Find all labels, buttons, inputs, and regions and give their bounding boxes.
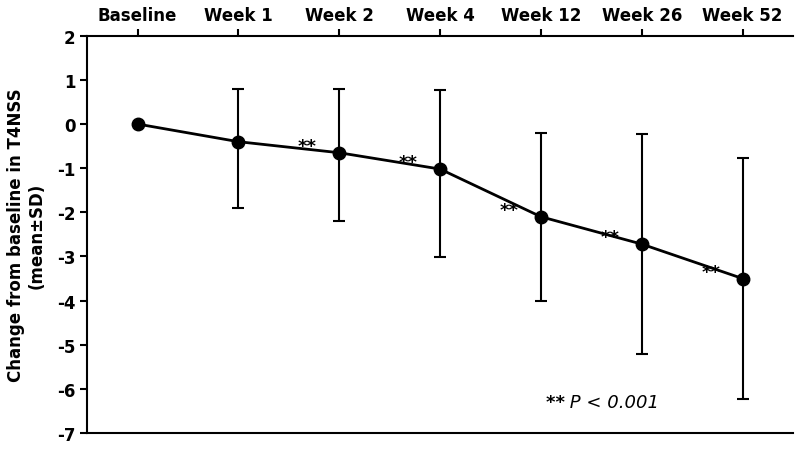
Text: **: ** bbox=[601, 229, 620, 247]
Text: **: ** bbox=[399, 154, 418, 172]
Text: **: ** bbox=[546, 393, 571, 411]
Text: **: ** bbox=[500, 202, 518, 220]
Text: **: ** bbox=[298, 138, 317, 156]
Y-axis label: Change from baseline in T4NSS
(mean±SD): Change from baseline in T4NSS (mean±SD) bbox=[7, 88, 46, 382]
Text: P < 0.001: P < 0.001 bbox=[564, 393, 659, 411]
Text: **: ** bbox=[702, 263, 721, 281]
